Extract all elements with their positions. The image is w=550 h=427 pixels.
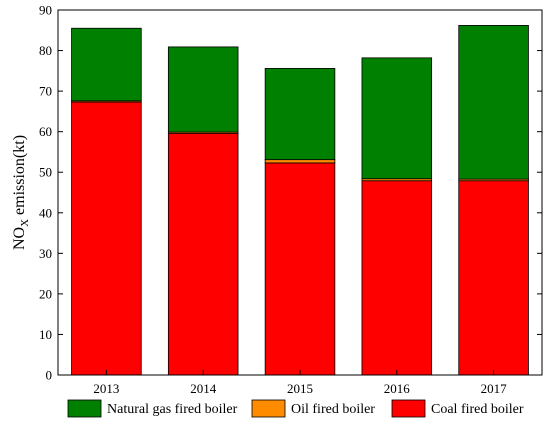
bars-group	[71, 25, 529, 376]
legend-label: Oil fired boiler	[291, 402, 375, 417]
y-axis: 0 10 20 30 40 50 60 70 80 90	[39, 3, 542, 383]
bar-2015-series-2	[264, 68, 336, 161]
y-tick-label: 90	[39, 3, 52, 18]
bar-2015-series-1	[264, 159, 336, 164]
y-tick-label: 10	[39, 327, 52, 342]
legend-label: Natural gas fired boiler	[107, 402, 238, 417]
bar-2017-series-2	[458, 25, 529, 180]
x-axis: 2013 2014 2015 2016 2017	[93, 370, 507, 396]
legend-swatch	[251, 399, 286, 418]
legend: Natural gas fired boiler Oil fired boiler…	[67, 399, 524, 418]
y-axis-title-suffix: emission(kt)	[11, 135, 28, 219]
bar-2017-series-0	[458, 180, 529, 376]
y-axis-title-subscript: X	[19, 219, 31, 227]
x-tick-label: 2013	[93, 381, 119, 396]
y-axis-title: NOX emission(kt)	[11, 135, 31, 250]
bar-2016-series-2	[361, 57, 433, 180]
x-tick-label: 2017	[481, 381, 508, 396]
y-tick-label: 60	[39, 124, 52, 139]
x-tick-label: 2015	[287, 381, 313, 396]
y-tick-label: 40	[39, 205, 52, 220]
bar-2013-series-2	[71, 27, 142, 102]
legend-swatch	[67, 399, 102, 418]
bar-2015-series-0	[264, 162, 336, 376]
bar-2013-series-0	[71, 101, 142, 376]
y-tick-label: 80	[39, 43, 52, 58]
y-tick-label: 70	[39, 84, 52, 99]
bar-2014-series-2	[167, 46, 239, 133]
y-tick-label: 50	[39, 165, 52, 180]
x-tick-label: 2016	[384, 381, 411, 396]
bar-2016-series-0	[361, 180, 433, 376]
bar-2014-series-0	[167, 132, 239, 376]
legend-label: Coal fired boiler	[431, 402, 524, 417]
y-tick-label: 30	[39, 246, 52, 261]
y-tick-label: 0	[46, 368, 53, 383]
x-tick-label: 2014	[190, 381, 217, 396]
legend-swatch	[391, 399, 426, 418]
y-tick-label: 20	[39, 286, 52, 301]
y-axis-title-prefix: NO	[11, 227, 28, 250]
